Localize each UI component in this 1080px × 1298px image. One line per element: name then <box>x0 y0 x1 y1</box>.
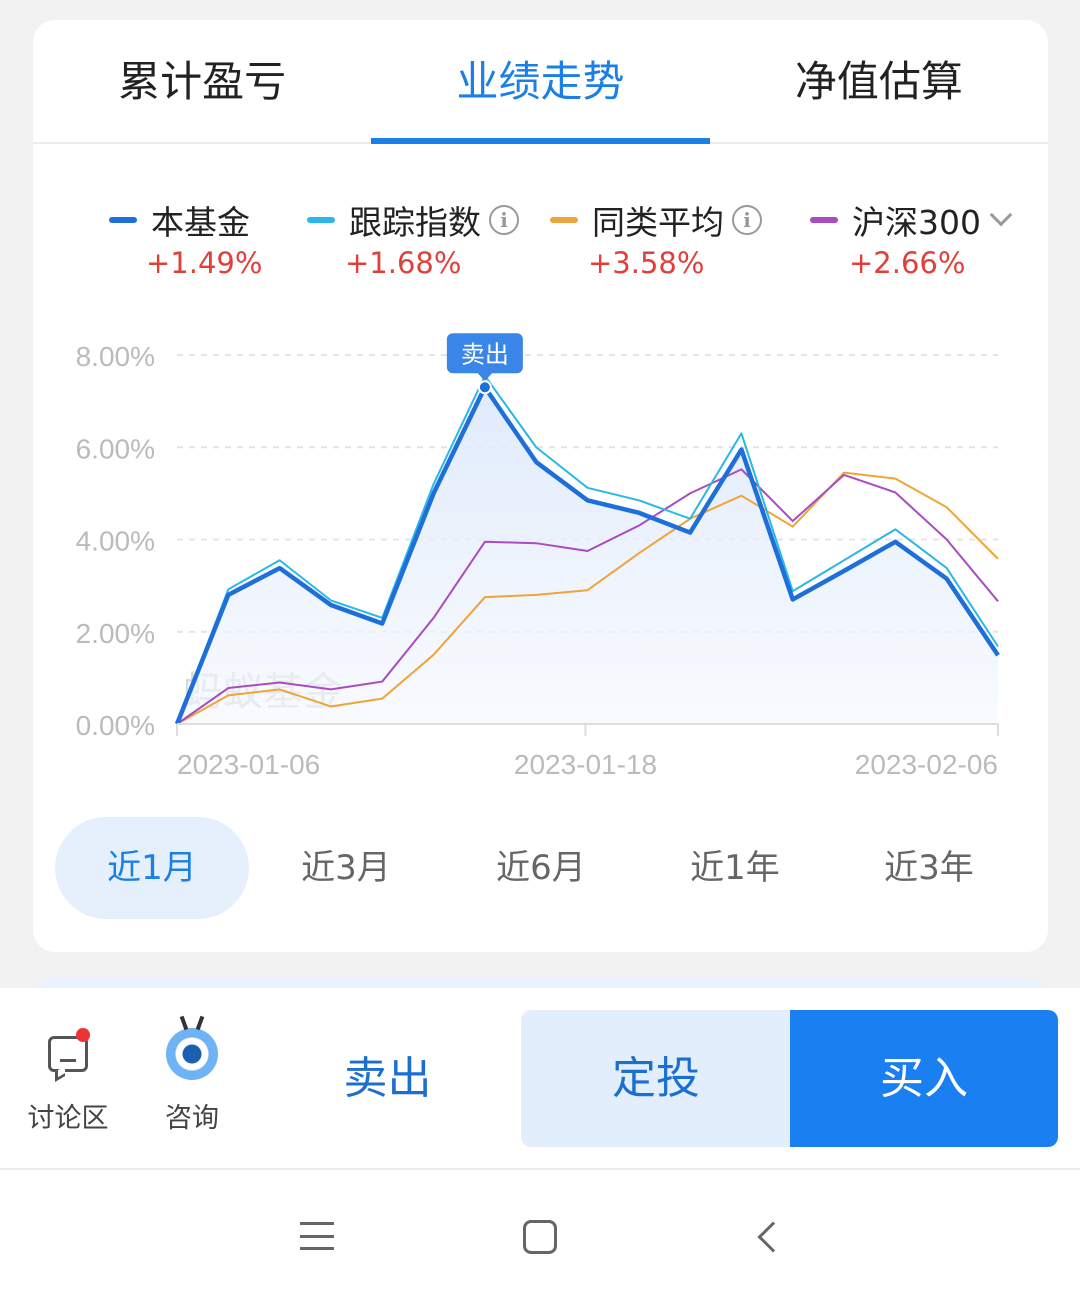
period-3m[interactable]: 近3月 <box>301 848 391 888</box>
chart-legend: 本基金 +1.49% 跟踪指数 i +1.68% 同类平均 i +3.58% 沪… <box>33 198 1048 318</box>
ant-assistant-icon <box>166 1028 218 1080</box>
legend-swatch-tracking-index <box>307 217 335 223</box>
legend-label: 跟踪指数 <box>349 203 481 242</box>
tab-nav-estimate[interactable]: 净值估算 <box>794 57 963 106</box>
tab-cumulative-pnl[interactable]: 累计盈亏 <box>118 57 287 106</box>
back-icon[interactable] <box>757 1221 789 1253</box>
tab-bar: 累计盈亏 业绩走势 净值估算 <box>33 20 1048 144</box>
legend-label: 本基金 <box>151 203 250 242</box>
legend-item-csi300[interactable]: 沪深300 +2.66% <box>810 198 1013 318</box>
legend-value: +3.58% <box>588 246 705 280</box>
sip-button[interactable]: 定投 <box>521 1010 791 1147</box>
period-1m[interactable]: 近1月 <box>55 817 249 919</box>
legend-label: 沪深300 <box>852 203 981 242</box>
legend-value: +1.49% <box>146 246 263 280</box>
tab-performance-trend[interactable]: 业绩走势 <box>371 20 710 144</box>
period-6m[interactable]: 近6月 <box>496 848 586 888</box>
legend-swatch-fund <box>109 217 137 223</box>
info-icon[interactable]: i <box>489 205 519 235</box>
info-icon[interactable]: i <box>732 205 762 235</box>
consult-button[interactable]: 咨询 <box>150 988 234 1148</box>
period-1y[interactable]: 近1年 <box>690 848 780 888</box>
chat-icon <box>48 1036 88 1082</box>
system-nav-bar <box>0 1170 1080 1298</box>
period-selector: 近1月 近3月 近6月 近1年 近3年 <box>55 817 1025 919</box>
legend-label: 同类平均 <box>592 203 724 242</box>
legend-item-tracking-index[interactable]: 跟踪指数 i +1.68% <box>307 198 519 318</box>
legend-item-category-average[interactable]: 同类平均 i +3.58% <box>550 198 762 318</box>
performance-card: 累计盈亏 业绩走势 净值估算 本基金 +1.49% 跟踪指数 i +1.68% … <box>33 20 1048 952</box>
menu-icon[interactable] <box>300 1222 334 1250</box>
discuss-label: 讨论区 <box>27 1103 109 1134</box>
legend-value: +1.68% <box>345 246 462 280</box>
legend-item-fund[interactable]: 本基金 +1.49% <box>109 198 262 318</box>
buy-button[interactable]: 买入 <box>790 1010 1058 1147</box>
legend-swatch-category-average <box>550 217 578 223</box>
sell-button[interactable]: 卖出 <box>343 1053 432 1104</box>
legend-value: +2.66% <box>849 246 966 280</box>
discuss-button[interactable]: 讨论区 <box>20 988 116 1148</box>
notification-dot <box>76 1028 90 1042</box>
period-3y[interactable]: 近3年 <box>884 848 974 888</box>
bottom-action-bar: 讨论区 咨询 卖出 定投 买入 <box>0 988 1080 1170</box>
home-icon[interactable] <box>523 1220 557 1254</box>
chevron-down-icon[interactable] <box>989 203 1013 227</box>
consult-label: 咨询 <box>165 1103 219 1134</box>
legend-swatch-csi300 <box>810 217 838 223</box>
